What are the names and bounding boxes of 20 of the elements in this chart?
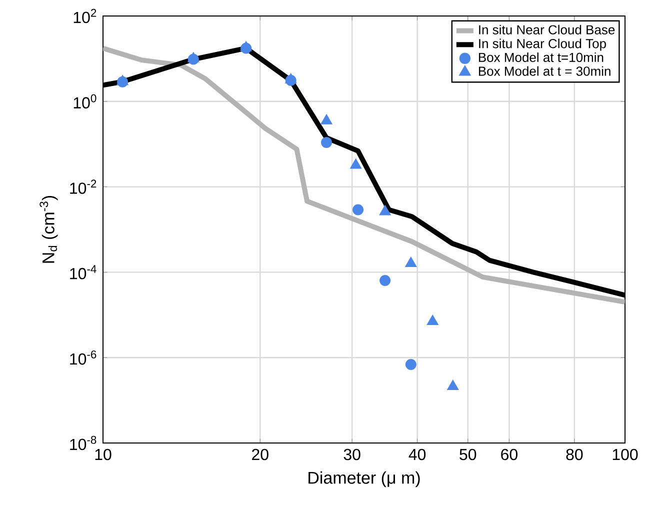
- x-axis-title: Diameter (μ m): [308, 471, 420, 488]
- y-axis-title: N$_{d}$ (cm$^{-3}$): [40, 196, 58, 263]
- x-tick-label: 30: [344, 448, 360, 460]
- y-tick-label: 10$^{2}$: [74, 8, 96, 24]
- x-tick-label: 20: [252, 448, 268, 460]
- legend-label: In situ Near Cloud Base: [479, 24, 615, 34]
- x-tick-label: 60: [501, 448, 518, 460]
- legend-label: Box Model at t = 30min: [478, 66, 610, 76]
- legend-label: Box Model at t=10min: [478, 52, 604, 62]
- x-tick-label: 100: [612, 448, 638, 460]
- legend-label: In situ Near Cloud Top: [479, 38, 606, 51]
- x-tick-label: 40: [408, 448, 426, 460]
- y-tick-label: 10$^{-6}$: [70, 350, 96, 365]
- x-tick-label: 80: [566, 448, 583, 460]
- y-tick-label: 10$^{0}$: [74, 94, 96, 109]
- y-tick-label: 10$^{-2}$: [70, 180, 96, 194]
- y-tick-label: 10$^{-4}$: [70, 265, 96, 280]
- x-tick-label: 50: [460, 448, 476, 460]
- y-tick-label: 10$^{-8}$: [70, 436, 96, 450]
- x-tick-label: 10: [95, 448, 112, 460]
